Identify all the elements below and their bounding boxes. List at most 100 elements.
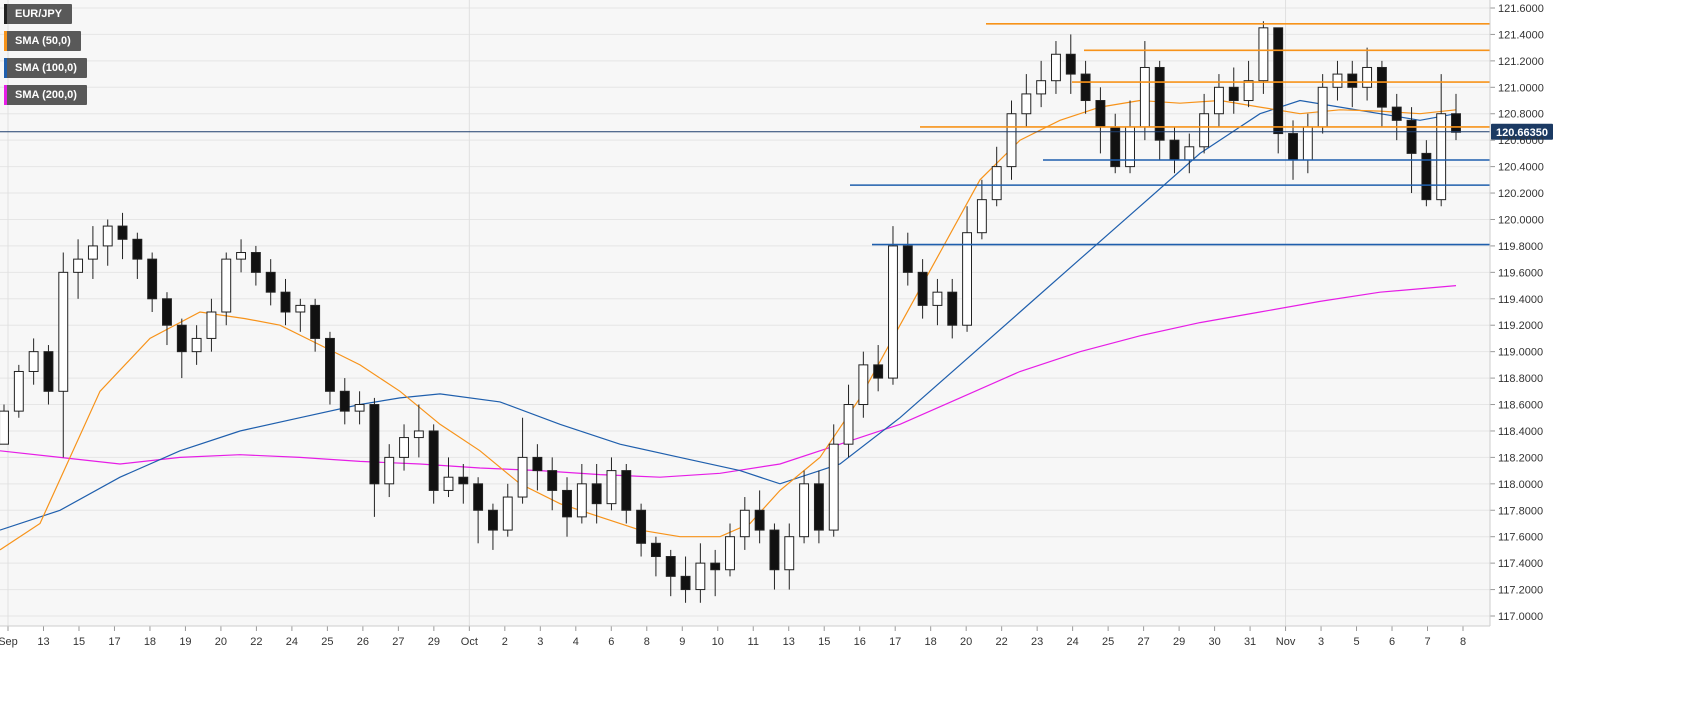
y-tick-label: 117.4000 xyxy=(1498,558,1543,570)
candle-body xyxy=(621,470,632,511)
legend-item-sma200[interactable]: SMA (200,0) xyxy=(4,85,87,105)
y-tick-label: 119.6000 xyxy=(1498,267,1543,279)
y-tick-label: 119.0000 xyxy=(1498,347,1543,359)
x-tick-label: 23 xyxy=(1031,636,1043,648)
candle-body xyxy=(458,476,469,485)
candle-body xyxy=(532,456,543,472)
candle-body xyxy=(295,304,306,313)
candle-body xyxy=(873,364,884,379)
candle-body xyxy=(191,337,202,353)
candle-body xyxy=(1080,73,1091,102)
candle-body xyxy=(162,298,172,326)
x-tick-label: 25 xyxy=(321,636,333,648)
candle-body xyxy=(665,556,676,577)
legend-item-sma100[interactable]: SMA (100,0) xyxy=(4,58,87,78)
candle-body xyxy=(754,509,765,531)
x-tick-label: 24 xyxy=(286,636,298,648)
x-tick-label: 9 xyxy=(679,636,685,648)
candle-body xyxy=(1021,93,1032,115)
candle-body xyxy=(1228,86,1239,102)
x-tick-label: 5 xyxy=(1353,636,1359,648)
y-tick-label: 121.4000 xyxy=(1498,29,1544,41)
candle-body xyxy=(1139,66,1150,128)
legend-item-eurjpy[interactable]: EUR/JPY xyxy=(4,4,73,24)
candle-body xyxy=(1406,119,1417,154)
candle-body xyxy=(325,337,335,392)
legend-swatch xyxy=(4,85,7,105)
x-tick-label: 19 xyxy=(179,636,191,648)
candle-body xyxy=(710,562,721,571)
legend-swatch xyxy=(4,31,7,51)
candle-body xyxy=(769,529,780,571)
candle-body xyxy=(739,509,750,538)
candle-body xyxy=(1421,152,1432,201)
candle-body xyxy=(1065,53,1076,75)
candle-body xyxy=(1213,86,1224,115)
candle-body xyxy=(1347,73,1358,88)
x-tick-label: 15 xyxy=(818,636,830,648)
x-tick-label: 4 xyxy=(573,636,579,648)
x-tick-label: Nov xyxy=(1276,636,1296,648)
legend-label: EUR/JPY xyxy=(15,8,63,20)
candle-body xyxy=(339,390,350,412)
candle-body xyxy=(1436,113,1447,201)
x-tick-label: 27 xyxy=(1137,636,1149,648)
candle-body xyxy=(428,430,439,491)
x-tick-label: 22 xyxy=(250,636,262,648)
candle-body xyxy=(310,304,321,339)
candle-body xyxy=(947,291,958,326)
grid-layer xyxy=(0,0,1490,626)
candle-body xyxy=(902,245,913,273)
candle-body xyxy=(1258,27,1269,82)
candle-body xyxy=(369,404,380,485)
legend-label: SMA (50,0) xyxy=(15,35,71,47)
x-tick-label: 7 xyxy=(1424,636,1430,648)
candle-body xyxy=(354,404,365,412)
sma200-line xyxy=(0,285,1457,478)
candle-body xyxy=(1376,66,1387,108)
candle-body xyxy=(1051,53,1061,82)
y-tick-label: 118.6000 xyxy=(1498,400,1543,412)
legend-label: SMA (100,0) xyxy=(15,62,77,74)
candle-body xyxy=(888,245,898,379)
candle-body xyxy=(502,496,513,531)
x-tick-label: 17 xyxy=(108,636,120,648)
x-tick-label: 26 xyxy=(357,636,369,648)
candle-body xyxy=(650,542,661,558)
x-tick-label: 17 xyxy=(889,636,901,648)
y-tick-label: 117.0000 xyxy=(1498,611,1543,623)
candle-body xyxy=(547,470,558,491)
x-tick-label: 13 xyxy=(37,636,49,648)
candle-body xyxy=(73,258,84,273)
candle-body xyxy=(843,404,854,445)
current-price-layer: 120.66350 xyxy=(0,123,1553,140)
y-tick-label: 118.4000 xyxy=(1498,426,1543,438)
candle-body xyxy=(473,483,484,511)
x-tick-label: 13 xyxy=(783,636,795,648)
candle-body xyxy=(147,258,158,300)
x-tick-label: 20 xyxy=(215,636,227,648)
x-tick-label: 3 xyxy=(1318,636,1324,648)
y-tick-label: 118.8000 xyxy=(1498,373,1543,385)
candle-body xyxy=(1317,86,1328,128)
x-tick-label: 24 xyxy=(1067,636,1079,648)
candle-body xyxy=(87,245,98,260)
x-tick-label: 31 xyxy=(1244,636,1256,648)
candle-body xyxy=(221,258,232,313)
x-tick-label: 22 xyxy=(996,636,1008,648)
x-tick-label: 27 xyxy=(392,636,404,648)
y-tick-label: 118.2000 xyxy=(1498,452,1543,464)
candle-body xyxy=(443,476,454,491)
y-tick-label: 119.2000 xyxy=(1498,320,1543,332)
x-tick-label: 25 xyxy=(1102,636,1114,648)
x-tick-label: 30 xyxy=(1208,636,1220,648)
y-tick-label: 117.2000 xyxy=(1498,585,1543,597)
current-price-label: 120.66350 xyxy=(1496,127,1548,139)
y-axis: 121.6000 121.4000 121.2000 121.0000 120.8000… xyxy=(1489,0,1544,626)
legend-item-sma50[interactable]: SMA (50,0) xyxy=(4,31,81,51)
y-tick-label: 120.4000 xyxy=(1498,162,1544,174)
candle-body xyxy=(236,252,247,260)
legend: EUR/JPY SMA (50,0) SMA (100,0) SMA (200,… xyxy=(4,4,87,112)
x-tick-label: 3 xyxy=(537,636,543,648)
